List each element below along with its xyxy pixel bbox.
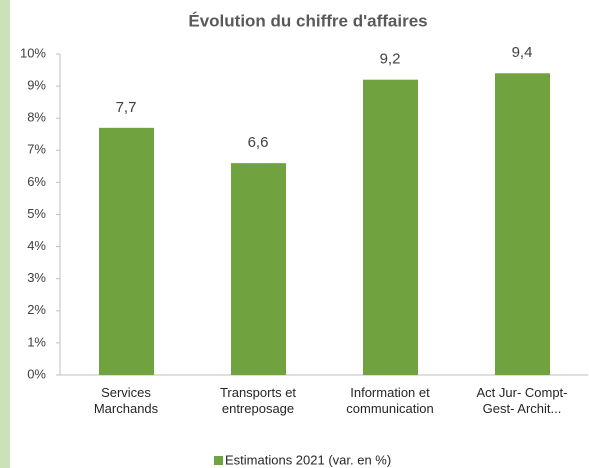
data-label: 6,6: [248, 134, 269, 151]
y-tick-label: 0%: [27, 366, 46, 381]
y-tick-label: 5%: [27, 206, 46, 221]
y-tick-label: 4%: [27, 238, 46, 253]
chart-title: Évolution du chiffre d'affaires: [188, 11, 427, 30]
bar: [231, 163, 286, 375]
x-tick-label: Services Marchands: [93, 385, 159, 416]
y-tick-label: 8%: [27, 110, 46, 125]
y-tick-label: 10%: [20, 45, 46, 60]
x-tick-label: Information et communication: [346, 385, 434, 416]
y-tick-label: 1%: [27, 334, 46, 349]
side-strip: [0, 0, 10, 468]
data-label: 7,7: [116, 99, 137, 116]
bar: [99, 127, 154, 375]
y-tick-label: 3%: [27, 270, 46, 285]
legend-label: Estimations 2021 (var. en %): [225, 452, 391, 467]
bar: [495, 73, 550, 375]
data-label: 9,4: [512, 44, 533, 61]
data-label: 9,2: [380, 51, 401, 68]
x-tick-label: Act Jur- Compt- Gest- Archit...: [476, 385, 568, 416]
legend-swatch: [214, 456, 223, 465]
x-tick-label: Transports et entreposage: [219, 385, 297, 416]
y-tick-label: 2%: [27, 302, 46, 317]
y-tick-label: 9%: [27, 78, 46, 93]
y-tick-label: 6%: [27, 174, 46, 189]
bar: [363, 79, 418, 376]
y-tick-label: 7%: [27, 142, 46, 157]
